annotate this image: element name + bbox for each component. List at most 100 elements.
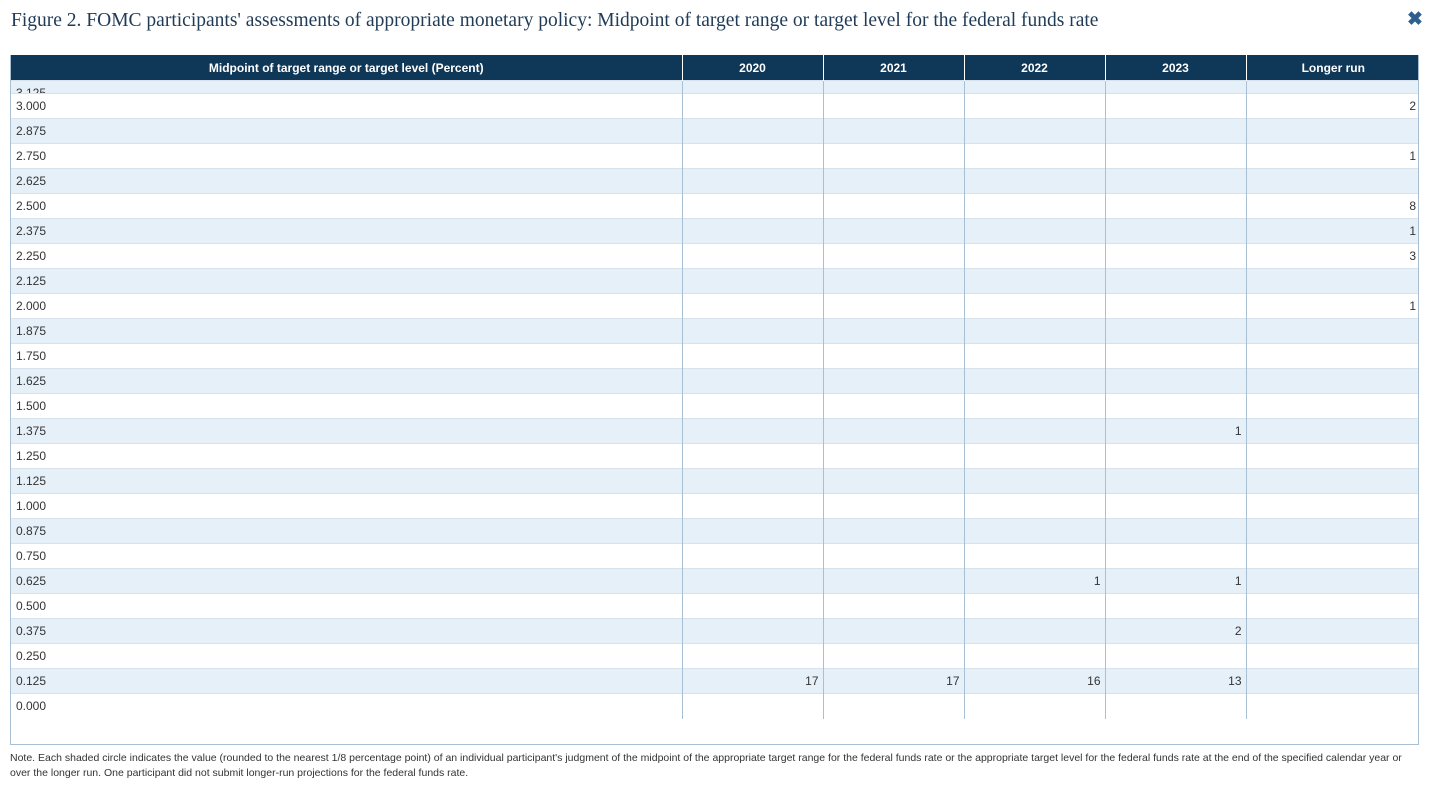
count-cell: 8 [1245,193,1418,219]
count-cell [1104,518,1246,544]
count-cell [1245,418,1418,444]
count-cell [822,93,964,119]
header-longer-run: Longer run [1245,55,1418,81]
count-cell [1245,518,1418,544]
count-cell [1245,493,1418,519]
count-cell [681,193,823,219]
table-row: 1.000 [11,493,1418,519]
count-cell [963,143,1105,169]
count-cell [681,543,823,569]
count-cell [681,268,823,294]
count-cell: 3 [1245,243,1418,269]
count-cell: 1 [1245,218,1418,244]
table-row: 1.875 [11,318,1418,344]
count-cell [963,543,1105,569]
row-label: 2.625 [11,168,682,194]
table-row: 3.000 2 [11,93,1418,119]
count-cell [681,293,823,319]
count-cell [963,293,1105,319]
count-cell [822,143,964,169]
count-cell [681,143,823,169]
count-cell [963,643,1105,669]
row-label: 2.500 [11,193,682,219]
count-cell [681,218,823,244]
count-cell [681,468,823,494]
count-cell [1104,468,1246,494]
count-cell [963,368,1105,394]
row-label: 0.625 [11,568,682,594]
count-cell [1245,318,1418,344]
table-note: Note. Each shaded circle indicates the v… [10,752,1402,779]
row-label: 1.375 [11,418,682,444]
count-cell [1104,343,1246,369]
table-row: 2.875 [11,118,1418,144]
row-label: 1.500 [11,393,682,419]
count-cell [1104,243,1246,269]
count-cell: 17 [681,668,823,694]
count-cell [822,193,964,219]
table-row: 2.250 3 [11,243,1418,269]
row-label: 2.000 [11,293,682,319]
count-cell [681,168,823,194]
row-label: 1.125 [11,468,682,494]
count-cell [1245,268,1418,294]
count-cell [822,518,964,544]
count-cell [1245,543,1418,569]
row-label: 1.250 [11,443,682,469]
count-cell [822,368,964,394]
count-cell [963,593,1105,619]
table-row: 1.125 [11,468,1418,494]
close-icon[interactable]: ✖ [1407,9,1423,30]
count-cell [963,268,1105,294]
count-cell: 17 [822,668,964,694]
row-label: 1.750 [11,343,682,369]
count-cell [963,468,1105,494]
count-cell [963,518,1105,544]
row-label: 1.875 [11,318,682,344]
count-cell: 16 [963,668,1105,694]
table-row: 2.500 8 [11,193,1418,219]
count-cell [681,318,823,344]
count-cell [963,393,1105,419]
count-cell [1245,393,1418,419]
header-2022: 2022 [963,55,1105,81]
count-cell [681,568,823,594]
header-midpoint: Midpoint of target range or target level… [11,55,682,81]
table-row: 1.625 [11,368,1418,394]
count-cell [963,243,1105,269]
projections-table-container[interactable]: Midpoint of target range or target level… [10,55,1419,745]
count-cell [681,243,823,269]
count-cell: 1 [963,568,1105,594]
count-cell [1245,568,1418,594]
row-label: 1.000 [11,493,682,519]
count-cell [1104,293,1246,319]
count-cell [681,493,823,519]
table-row: 0.375 2 [11,618,1418,644]
table-row: 1.375 1 [11,418,1418,444]
count-cell [822,318,964,344]
count-cell [1104,543,1246,569]
partial-row-label: 3.125 [16,87,678,93]
count-cell [822,343,964,369]
row-label: 2.125 [11,268,682,294]
table-row: 0.250 [11,643,1418,669]
count-cell [963,343,1105,369]
table-row: 0.875 [11,518,1418,544]
count-cell [963,93,1105,119]
count-cell [822,443,964,469]
count-cell [963,193,1105,219]
count-cell [681,593,823,619]
count-cell [822,543,964,569]
figure-title: Figure 2. FOMC participants' assessments… [11,10,1099,31]
count-cell [822,243,964,269]
count-cell [1104,643,1246,669]
count-cell [822,418,964,444]
count-cell [822,218,964,244]
count-cell [1104,368,1246,394]
row-label: 2.875 [11,118,682,144]
row-label: 1.625 [11,368,682,394]
row-label: 0.375 [11,618,682,644]
count-cell [681,93,823,119]
row-label: 0.250 [11,643,682,669]
table-row: 0.625 1 1 [11,568,1418,594]
